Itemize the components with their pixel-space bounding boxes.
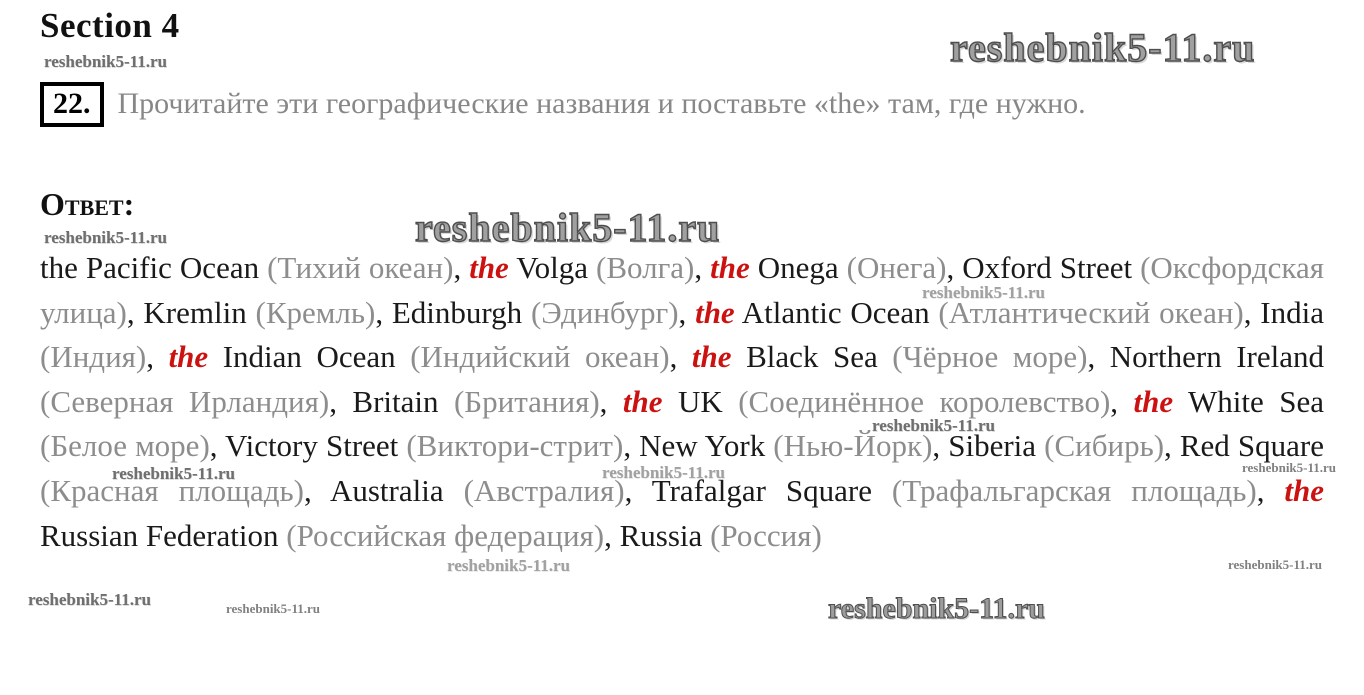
translation-ru: (Тихий океан) [267, 250, 454, 285]
section-title: Section 4 [40, 6, 180, 45]
geo-name-en: Atlantic Ocean [734, 294, 939, 330]
translation-ru: (Индия) [40, 339, 147, 375]
translation-ru: (Виктори-стрит) [406, 428, 624, 464]
watermark-under-answer-label: reshebnik5-11.ru [44, 228, 167, 247]
translation-ru: (Соединённое королевство) [738, 383, 1111, 419]
translation-ru: (Белое море) [40, 428, 210, 464]
translation-ru: (Трафальгарская площадь) [891, 472, 1257, 508]
geo-name-en: , [669, 339, 692, 375]
geo-name-en: , Oxford Street [946, 250, 1141, 285]
task-paragraph: 22. Прочитайте эти географические названи… [40, 80, 1310, 127]
geo-name-en: , Victory Street [209, 428, 407, 464]
translation-ru: (Атлантический океан) [938, 294, 1244, 330]
geo-name-en: , [678, 294, 696, 330]
article-the-red: the [710, 250, 750, 285]
geo-name-en: , Red Square [1164, 428, 1324, 464]
translation-ru: (Кремль) [255, 294, 376, 330]
translation-ru: (Северная Ирландия) [40, 383, 330, 419]
geo-name-en: , [599, 383, 623, 419]
geo-name-en: , Russia [604, 517, 711, 553]
watermark-bottom-center: reshebnik5-11.ru [828, 592, 1046, 626]
watermark-center: reshebnik5-11.ru [414, 204, 721, 250]
geo-name-en: the Pacific Ocean [40, 250, 268, 285]
geo-name-en: Indian Ocean [208, 339, 411, 375]
geo-name-en: Onega [749, 250, 847, 285]
answer-label: Ответ: [40, 186, 135, 222]
article-the-red: the [469, 250, 509, 285]
geo-name-en: Russian Federation [40, 517, 287, 553]
watermark-bottom-mid: reshebnik5-11.ru [226, 601, 321, 616]
translation-ru: (Россия) [710, 517, 822, 553]
article-the-red: the [168, 339, 209, 375]
watermark-top-right: reshebnik5-11.ru [949, 24, 1256, 70]
geo-name-en: , Australia [304, 472, 464, 508]
translation-ru: (Чёрное море) [892, 339, 1088, 375]
geo-name-en: , India [1243, 294, 1324, 330]
geo-name-en: , [1110, 383, 1134, 419]
geo-name-en: , Edinburgh [375, 294, 531, 330]
geo-name-en: White Sea [1173, 383, 1325, 419]
geo-name-en: , Northern Ireland [1087, 339, 1325, 375]
task-text: Прочитайте эти географические названия и… [117, 87, 1086, 120]
translation-ru: (Волга) [596, 250, 695, 285]
geo-name-en: UK [662, 383, 739, 419]
translation-ru: (Оксфордская улица) [40, 250, 1325, 330]
geo-name-en: Volga [508, 250, 597, 285]
article-the-red: the [695, 294, 735, 330]
translation-ru: (Сибирь) [1044, 428, 1165, 464]
article-the-red: the [622, 383, 663, 419]
geo-name-en: , Kremlin [126, 294, 256, 330]
geo-name-en: , Siberia [932, 428, 1045, 464]
article-the-red: the [1133, 383, 1174, 419]
translation-ru: (Британия) [453, 383, 600, 419]
translation-ru: (Нью-Йорк) [773, 428, 933, 464]
article-the-red: the [691, 339, 732, 375]
geo-name-en: , [694, 250, 711, 285]
translation-ru: (Российская федерация) [286, 517, 605, 553]
watermark-right-small-2: reshebnik5-11.ru [1228, 557, 1323, 572]
geo-name-en: , [453, 250, 470, 285]
article-the-red: the [1284, 472, 1325, 508]
answer-paragraph: the Pacific Ocean (Тихий океан), the Vol… [40, 246, 1324, 558]
translation-ru: (Индийский океан) [410, 339, 670, 375]
translation-ru: (Австралия) [463, 472, 625, 508]
translation-ru: (Онега) [846, 250, 947, 285]
geo-name-en: , Britain [329, 383, 454, 419]
geo-name-en: , Trafalgar Square [624, 472, 892, 508]
translation-ru: (Эдинбург) [530, 294, 679, 330]
geo-name-en: Black Sea [731, 339, 893, 375]
geo-name-en: , [1256, 472, 1285, 508]
watermark-under-title: reshebnik5-11.ru [44, 52, 167, 71]
task-number-box: 22. [40, 82, 104, 127]
watermark-bottom-left: reshebnik5-11.ru [28, 590, 151, 609]
geo-name-en: , [146, 339, 169, 375]
watermark-line8-mid: reshebnik5-11.ru [447, 556, 570, 575]
geo-name-en: , New York [623, 428, 774, 464]
translation-ru: (Красная площадь) [40, 472, 304, 508]
